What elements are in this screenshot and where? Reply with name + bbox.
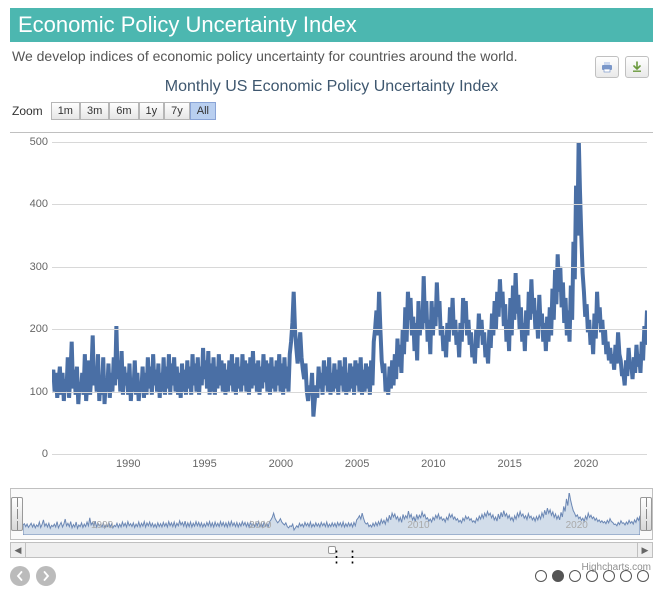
y-tick: 500 [14, 136, 48, 148]
scroll-thumb[interactable]: ⋮⋮ [328, 546, 336, 554]
y-tick: 0 [14, 448, 48, 460]
zoom-1y[interactable]: 1y [139, 102, 165, 120]
x-tick: 1990 [116, 458, 140, 470]
chart-credit: Highcharts.com [582, 562, 651, 573]
nav-x-tick: 2000 [249, 520, 271, 531]
y-tick: 400 [14, 198, 48, 210]
nav-x-tick: 1990 [91, 520, 113, 531]
x-tick: 2020 [574, 458, 598, 470]
zoom-All[interactable]: All [190, 102, 216, 120]
zoom-label: Zoom [12, 104, 43, 118]
nav-x-tick: 2020 [566, 520, 588, 531]
zoom-6m[interactable]: 6m [109, 102, 138, 120]
chart-title: Monthly US Economic Policy Uncertainty I… [10, 78, 653, 96]
y-tick: 200 [14, 323, 48, 335]
nav-handle-right[interactable] [640, 497, 652, 531]
zoom-7y[interactable]: 7y [164, 102, 190, 120]
zoom-1m[interactable]: 1m [51, 102, 80, 120]
download-icon[interactable] [625, 56, 649, 78]
range-navigator[interactable]: 1990 2000 2010 2020 [10, 488, 653, 540]
nav-scrollbar[interactable]: ◀ ⋮⋮ ▶ [10, 542, 653, 558]
x-tick: 2000 [269, 458, 293, 470]
pager-dot-1[interactable] [552, 570, 564, 582]
scroll-right-icon[interactable]: ▶ [637, 543, 652, 557]
nav-x-tick: 2010 [407, 520, 429, 531]
nav-handle-left[interactable] [11, 497, 23, 531]
zoom-3m[interactable]: 3m [80, 102, 109, 120]
x-tick: 2010 [421, 458, 445, 470]
pager-dot-2[interactable] [569, 570, 581, 582]
y-tick: 100 [14, 386, 48, 398]
x-tick: 1995 [192, 458, 216, 470]
next-button[interactable] [36, 566, 56, 586]
print-icon[interactable] [595, 56, 619, 78]
pager-dot-0[interactable] [535, 570, 547, 582]
x-tick: 2015 [497, 458, 521, 470]
y-tick: 300 [14, 261, 48, 273]
page-subtitle: We develop indices of economic policy un… [12, 48, 653, 64]
main-chart[interactable]: 0 100 200 300 400 500 1990 1995 2000 2005 2010 201… [10, 132, 653, 482]
prev-button[interactable] [10, 566, 30, 586]
x-tick: 2005 [345, 458, 369, 470]
page-banner: Economic Policy Uncertainty Index [10, 8, 653, 42]
scroll-left-icon[interactable]: ◀ [11, 543, 26, 557]
zoom-controls: Zoom 1m3m6m1y7yAll [10, 102, 216, 120]
